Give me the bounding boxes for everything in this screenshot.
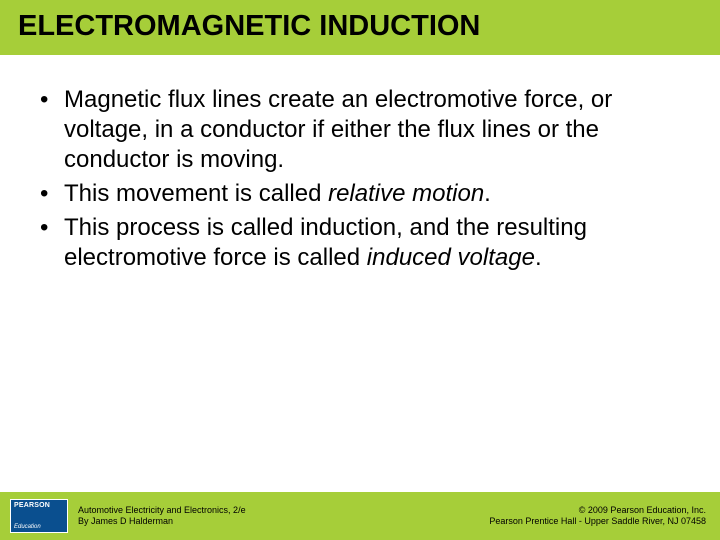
bullet-text-ital: relative motion <box>328 180 484 207</box>
book-title: Automotive Electricity and Electronics, … <box>78 505 246 516</box>
footer-bar: PEARSON Education Automotive Electricity… <box>0 492 720 540</box>
bullet-item: Magnetic flux lines create an electromot… <box>40 85 680 175</box>
slide-title: ELECTROMAGNETIC INDUCTION <box>18 10 702 43</box>
footer-right-text: © 2009 Pearson Education, Inc. Pearson P… <box>489 505 706 527</box>
bullet-text: Magnetic flux lines create an electromot… <box>64 86 612 173</box>
pearson-logo: PEARSON Education <box>10 499 68 533</box>
logo-brand-bottom: Education <box>14 524 64 530</box>
logo-brand-top: PEARSON <box>14 502 64 509</box>
bullet-text-ital: induced voltage <box>367 244 535 271</box>
bullet-list: Magnetic flux lines create an electromot… <box>40 85 680 273</box>
title-bar: ELECTROMAGNETIC INDUCTION <box>0 0 720 55</box>
copyright-line: © 2009 Pearson Education, Inc. <box>489 505 706 516</box>
bullet-text-pre: This movement is called <box>64 180 328 207</box>
bullet-text-post: . <box>535 244 542 271</box>
footer-left-text: Automotive Electricity and Electronics, … <box>78 505 246 527</box>
bullet-text-post: . <box>484 180 491 207</box>
publisher-address: Pearson Prentice Hall - Upper Saddle Riv… <box>489 516 706 527</box>
author-line: By James D Halderman <box>78 516 246 527</box>
bullet-item: This process is called induction, and th… <box>40 213 680 273</box>
content-area: Magnetic flux lines create an electromot… <box>0 55 720 273</box>
bullet-item: This movement is called relative motion. <box>40 179 680 209</box>
